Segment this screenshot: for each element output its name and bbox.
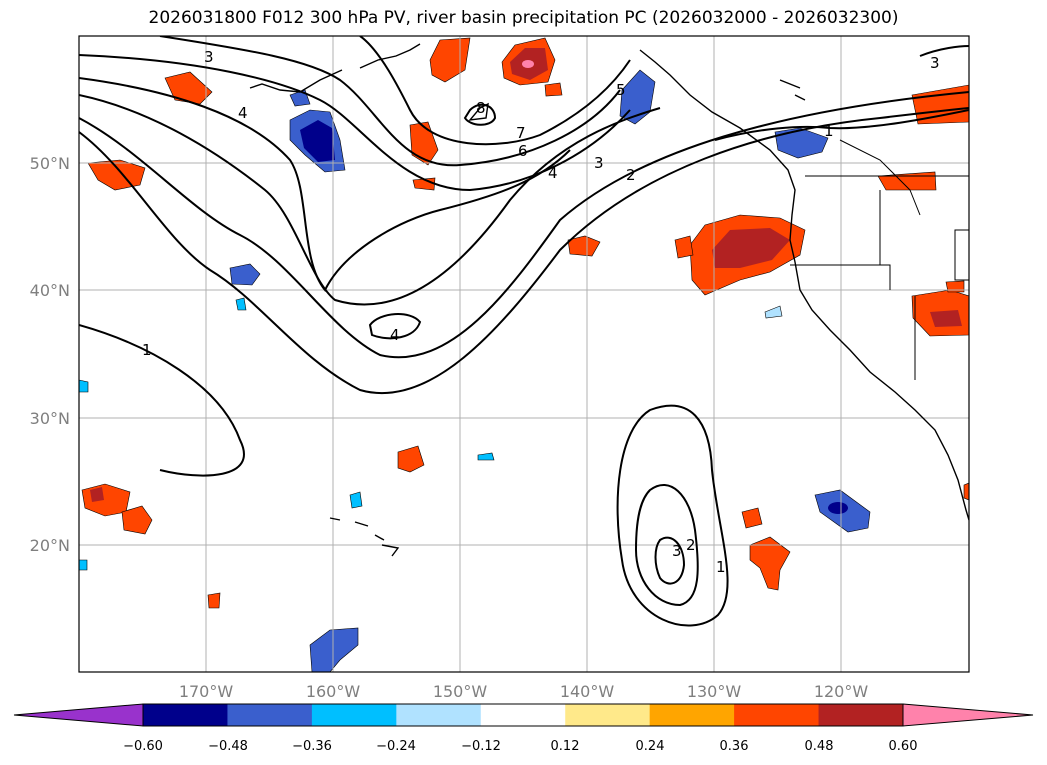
political-borders [790, 139, 969, 380]
colorbar: −0.60 −0.48 −0.36 −0.24 −0.12 0.12 0.24 … [13, 703, 1034, 754]
contour-label: 3 [594, 154, 604, 172]
north-america-coast [639, 49, 969, 521]
lon-label: 140°W [560, 682, 615, 701]
lon-label: 130°W [687, 682, 742, 701]
pv-contour-3-subtropical [654, 536, 686, 585]
colorbar-cell [565, 704, 651, 726]
alaska-peninsula-islands [249, 43, 421, 93]
pv-contour-7 [359, 36, 631, 146]
colorbar-cell [818, 704, 904, 726]
pv-contour-6 [159, 36, 621, 167]
contour-label: 3 [672, 542, 682, 560]
contour-label: 3 [204, 48, 214, 66]
pv-contour-labels: 3 4 8 7 6 5 4 3 2 1 3 1 4 2 3 1 [142, 48, 940, 576]
pv-contour-1-east [714, 109, 969, 141]
lat-label: 20°N [30, 536, 70, 555]
map-title: 2026031800 F012 300 hPa PV, river basin … [148, 8, 899, 28]
map-frame [78, 35, 970, 673]
pv-contour-3-northeast [919, 45, 969, 57]
contour-label: 8 [476, 99, 486, 117]
colorbar-cell [311, 704, 397, 726]
contour-label: 2 [686, 536, 696, 554]
pv-contour-1-north [79, 324, 245, 477]
contour-label: 3 [930, 54, 940, 72]
colorbar-tick-label: −0.36 [292, 739, 332, 754]
colorbar-tick-label: 0.48 [805, 739, 834, 754]
colorbar-tick-label: 0.12 [551, 739, 580, 754]
pv-contour-8 [463, 103, 497, 126]
contour-label: 2 [626, 166, 636, 184]
pv-contour-4-loop [368, 313, 422, 340]
pv-contour-5 [79, 54, 631, 192]
colorbar-tick-label: −0.12 [461, 739, 501, 754]
colorbar-tick-label: −0.48 [208, 739, 248, 754]
hawaii-islands [329, 517, 400, 557]
pv-contour-2 [79, 91, 969, 359]
pv-contour-1-subtropical [616, 404, 729, 627]
lon-label: 170°W [179, 682, 234, 701]
lat-label: 40°N [30, 281, 70, 300]
contour-label: 6 [518, 142, 528, 160]
colorbar-cell [396, 704, 482, 726]
latitude-labels: 50°N 40°N 30°N 20°N [30, 154, 70, 555]
lon-label: 160°W [306, 682, 361, 701]
lat-label: 30°N [30, 409, 70, 428]
contour-label: 1 [716, 558, 726, 576]
pv-contour-1-west [79, 107, 969, 395]
pv-contour-2-subtropical [634, 484, 699, 607]
lon-label: 120°W [814, 682, 869, 701]
colorbar-ticks: −0.60 −0.48 −0.36 −0.24 −0.12 0.12 0.24 … [123, 739, 917, 754]
coastlines [249, 43, 969, 557]
contour-label: 1 [142, 341, 152, 359]
precip-blob-core [712, 228, 790, 268]
colorbar-tick-label: −0.24 [376, 739, 416, 754]
colorbar-cells [143, 704, 904, 726]
contour-label: 4 [548, 164, 558, 182]
colorbar-tick-label: 0.60 [889, 739, 918, 754]
pv-contours [79, 36, 969, 627]
colorbar-tick-label: 0.36 [720, 739, 749, 754]
contour-label: 4 [390, 326, 400, 344]
contour-label: 7 [516, 124, 526, 142]
colorbar-cell [734, 704, 820, 726]
colorbar-cell [143, 704, 228, 726]
contour-label: 1 [824, 122, 834, 140]
colorbar-extend-high [902, 703, 1034, 727]
colorbar-extend-low [13, 703, 144, 727]
lat-label: 50°N [30, 154, 70, 173]
colorbar-cell [649, 704, 735, 726]
lon-label: 150°W [433, 682, 488, 701]
contour-label: 4 [238, 104, 248, 122]
colorbar-cell [480, 704, 566, 726]
pv-contour-3 [79, 94, 661, 306]
colorbar-tick-label: 0.24 [636, 739, 665, 754]
longitude-labels: 170°W 160°W 150°W 140°W 130°W 120°W [179, 682, 869, 701]
colorbar-tick-label: −0.60 [123, 739, 163, 754]
colorbar-cell [227, 704, 313, 726]
pv-contour-4 [79, 77, 571, 292]
contour-label: 5 [616, 81, 626, 99]
